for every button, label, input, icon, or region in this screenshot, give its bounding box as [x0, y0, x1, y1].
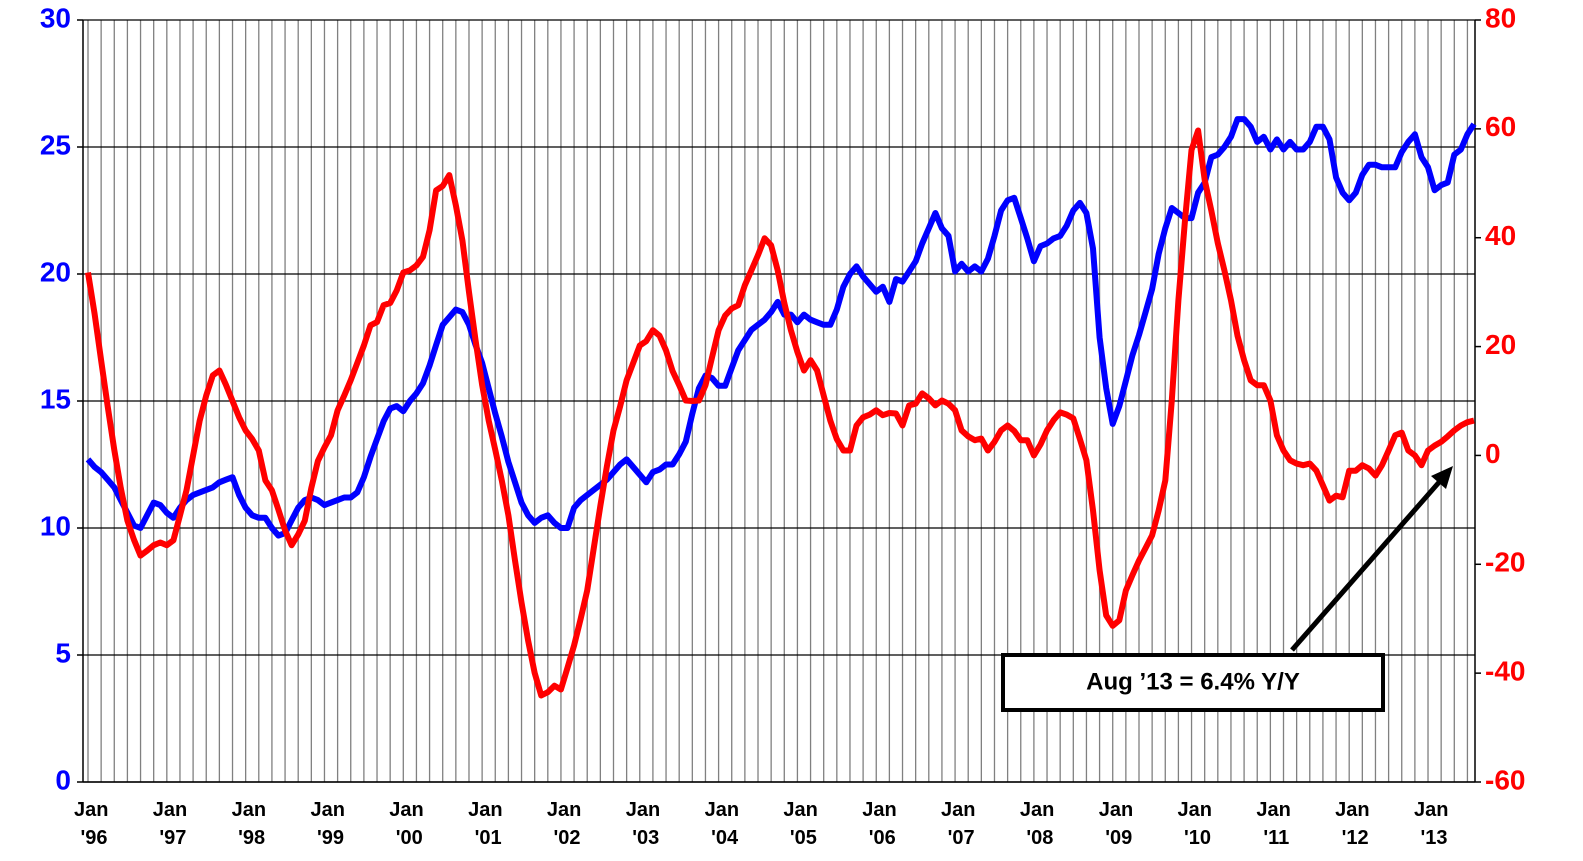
x-tick-label: Jan '07: [941, 799, 981, 849]
y-tick-label: 20: [40, 256, 71, 287]
annotation: Aug ’13 = 6.4% Y/Y: [1086, 668, 1300, 695]
y2-tick-label: 80: [1485, 2, 1516, 33]
x-tick-label: Jan '09: [1099, 799, 1139, 849]
x-tick-label: Jan '99: [310, 799, 350, 849]
x-tick-label: Jan '97: [153, 799, 193, 849]
y2-tick-label: -40: [1485, 656, 1525, 687]
y-tick-label: 10: [40, 510, 71, 541]
series-line: [85, 127, 1475, 699]
x-tick-label: Jan '08: [1020, 799, 1060, 849]
x-tick-label: Jan '11: [1256, 799, 1296, 849]
y-tick-label: 5: [55, 637, 71, 668]
y-tick-label: 25: [40, 129, 71, 160]
y-tick-label: 15: [40, 383, 71, 414]
x-tick-label: Jan '01: [468, 799, 508, 849]
x-tick-label: Jan '04: [705, 799, 745, 849]
x-tick-label: Jan '06: [862, 799, 902, 849]
x-tick-label: Jan '13: [1414, 799, 1454, 849]
x-tick-label: Jan '12: [1335, 799, 1375, 849]
y2-tick-label: 0: [1485, 438, 1501, 469]
x-tick-label: Jan '96: [74, 799, 114, 849]
y2-tick-label: -20: [1485, 547, 1525, 578]
x-tick-label: Jan '02: [547, 799, 587, 849]
annotation-box: [1001, 653, 1385, 712]
annotation-arrowhead: [1431, 466, 1453, 489]
x-tick-label: Jan '05: [783, 799, 823, 849]
y2-tick-label: 40: [1485, 220, 1516, 251]
y2-tick-label: 60: [1485, 111, 1516, 142]
x-tick-label: Jan '03: [626, 799, 666, 849]
y2-tick-label: 20: [1485, 329, 1516, 360]
x-tick-label: Jan '00: [389, 799, 429, 849]
y-tick-label: 30: [40, 2, 71, 33]
x-tick-label: Jan '10: [1178, 799, 1218, 849]
annotation-arrow: [1290, 478, 1443, 652]
y-tick-label: 0: [55, 764, 71, 795]
series-line: [85, 116, 1477, 539]
y2-tick-label: -60: [1485, 764, 1525, 795]
x-tick-label: Jan '98: [232, 799, 272, 849]
